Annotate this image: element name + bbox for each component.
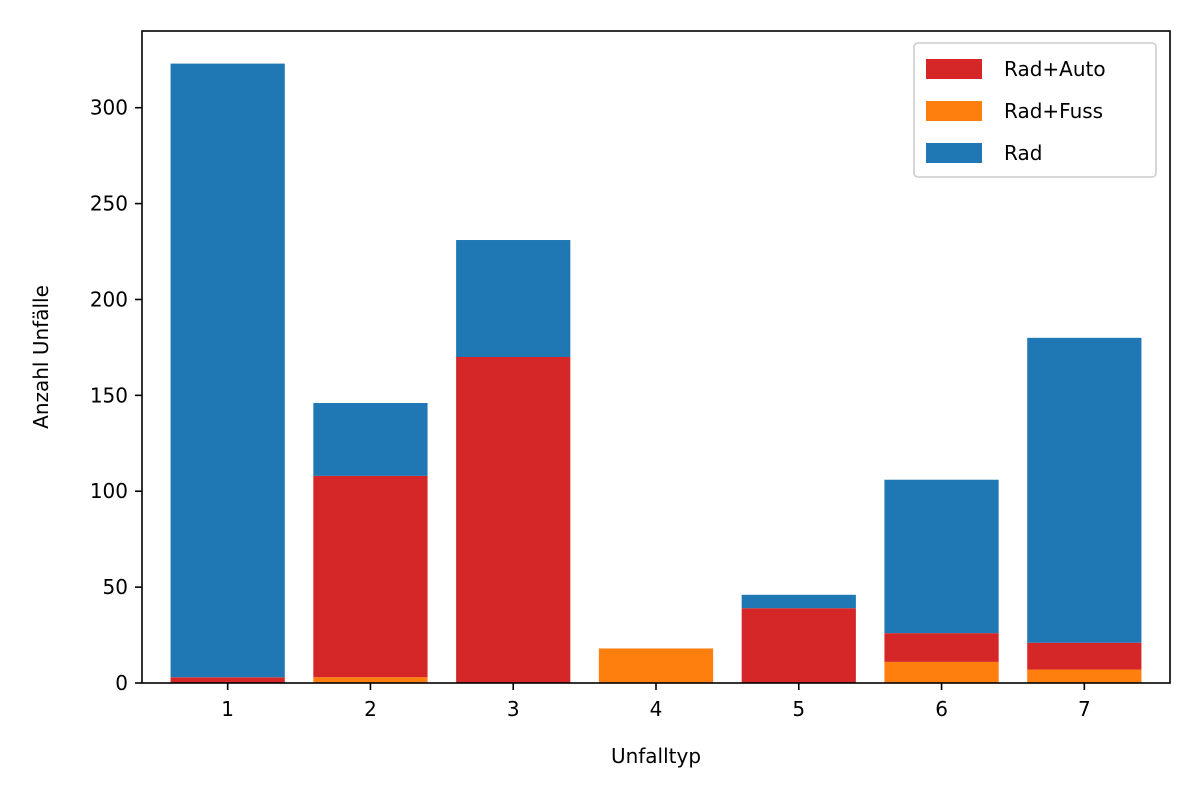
bar-rad-fuss-cat-6	[884, 661, 999, 683]
legend-label: Rad	[1004, 141, 1042, 165]
legend-swatch	[926, 59, 982, 79]
x-tick-label: 1	[221, 697, 234, 721]
bar-rad-auto-cat-1	[170, 677, 285, 683]
bar-rad-fuss-cat-2	[313, 677, 428, 683]
x-tick-label: 6	[935, 697, 948, 721]
y-tick-label: 150	[90, 383, 128, 407]
bar-rad-cat-5	[741, 594, 856, 609]
y-tick-label: 0	[115, 671, 128, 695]
x-axis-label: Unfalltyp	[611, 744, 701, 768]
x-axis-ticks: 1 2 3 4 5 6 7	[221, 683, 1091, 721]
bar-rad-auto-cat-2	[313, 475, 428, 678]
y-tick-label: 100	[90, 479, 128, 503]
bar-rad-cat-6	[884, 479, 999, 634]
bar-rad-cat-7	[1027, 337, 1142, 643]
bars-group	[170, 63, 1142, 683]
y-tick-label: 250	[90, 192, 128, 216]
x-tick-label: 5	[792, 697, 805, 721]
x-tick-label: 7	[1078, 697, 1091, 721]
legend: Rad+Auto Rad+Fuss Rad	[913, 42, 1157, 178]
bar-rad-cat-3	[456, 240, 571, 357]
y-tick-label: 50	[103, 575, 128, 599]
bar-rad-auto-cat-5	[741, 608, 856, 683]
bar-rad-cat-2	[313, 403, 428, 476]
bar-rad-auto-cat-3	[456, 357, 571, 683]
x-tick-label: 4	[650, 697, 663, 721]
y-axis-ticks: 0 50 100 150 200 250 300	[90, 96, 142, 695]
bar-rad-auto-cat-7	[1027, 642, 1142, 670]
legend-label: Rad+Fuss	[1004, 99, 1103, 123]
legend-swatch	[926, 101, 982, 121]
bar-rad-auto-cat-6	[884, 633, 999, 662]
bar-rad-fuss-cat-7	[1027, 669, 1142, 683]
legend-swatch	[926, 143, 982, 163]
x-tick-label: 2	[364, 697, 377, 721]
y-tick-label: 300	[90, 96, 128, 120]
bar-rad-cat-1	[170, 63, 285, 678]
legend-label: Rad+Auto	[1004, 57, 1106, 81]
x-tick-label: 3	[507, 697, 520, 721]
y-tick-label: 200	[90, 287, 128, 311]
bar-rad-fuss-cat-4	[598, 648, 714, 683]
y-axis-label: Anzahl Unfälle	[29, 285, 53, 429]
